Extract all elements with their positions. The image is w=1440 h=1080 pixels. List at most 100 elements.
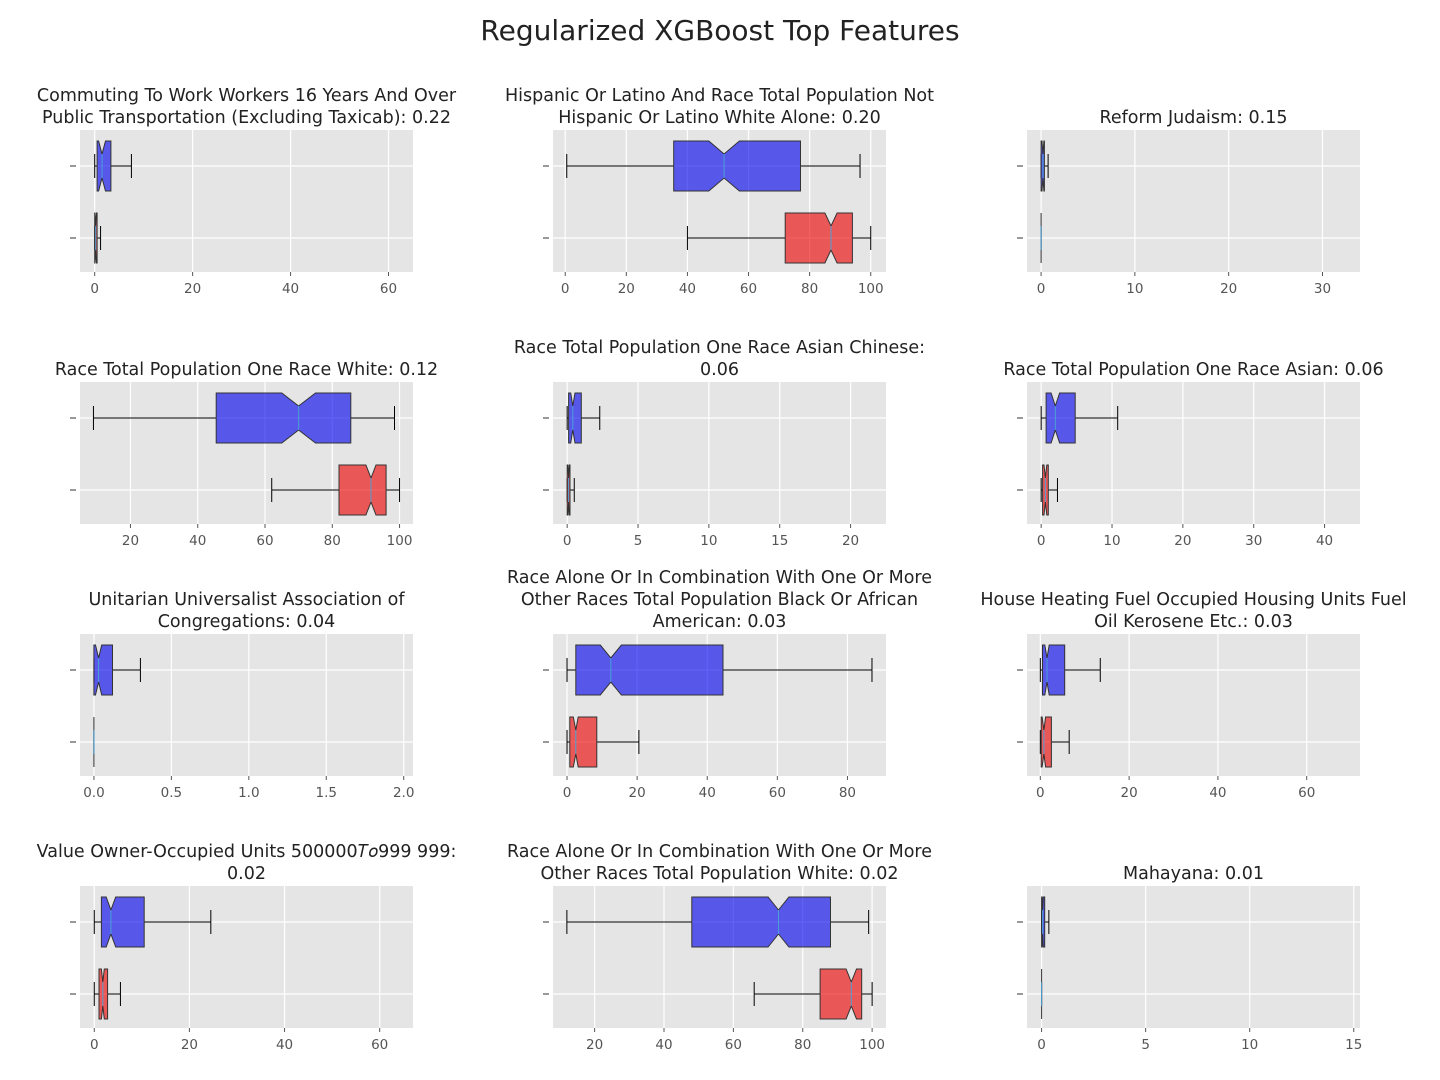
subplot-12: 0 5 10 15 Mahayana: 0.01 [1017, 864, 1362, 1053]
subplot-title-line: Reform Judaism: 0.15 [1099, 108, 1287, 128]
box-series-1 [92, 392, 395, 444]
box-body [1045, 392, 1076, 444]
box-body [575, 644, 724, 696]
panel-background [80, 130, 413, 272]
x-tick-label: 10 [1126, 281, 1143, 297]
x-tick-label: 0 [561, 281, 570, 297]
panel-background [1027, 886, 1360, 1028]
box-series-2 [271, 464, 401, 516]
subplot-title-line: Other Races Total Population White: 0.02 [540, 864, 898, 884]
box-series-2 [566, 464, 575, 516]
subplot-9: 0 20 40 60 House Heating Fuel Occupied Housi… [980, 590, 1406, 801]
x-tick-label: 100 [387, 533, 413, 549]
x-tick-label: 60 [371, 1037, 388, 1053]
x-tick-label: 15 [1345, 1037, 1362, 1053]
subplot-title-line: Race Alone Or In Combination With One Or… [507, 568, 932, 588]
x-tick-label: 10 [1103, 533, 1120, 549]
x-tick-label: 0 [90, 281, 99, 297]
box-series-2 [1040, 464, 1058, 516]
figure-title: Regularized XGBoost Top Features [480, 14, 960, 47]
x-tick-label: 20 [181, 1037, 198, 1053]
x-tick-label: 80 [801, 281, 818, 297]
x-tick-label: 0 [1037, 1037, 1046, 1053]
x-tick-label: 40 [679, 281, 696, 297]
subplot-6: 0 10 20 30 40 Race Total Population One Race … [1003, 360, 1383, 549]
box-series-1 [566, 140, 861, 192]
subplot-title-line: Race Alone Or In Combination With One Or… [507, 842, 932, 862]
panel-background [553, 382, 886, 524]
box-body [1040, 716, 1052, 768]
subplot-1: 0 20 40 60 Commuting To Work Workers 16 Year… [37, 86, 457, 297]
panel-background [1027, 382, 1360, 524]
x-tick-label: 10 [700, 533, 717, 549]
x-tick-label: 80 [324, 533, 341, 549]
box-series-1 [1041, 896, 1050, 948]
x-tick-label: 1.0 [238, 785, 259, 801]
subplot-7: 0.0 0.5 1.0 1.5 2.0 Unitarian Universalist As… [70, 590, 414, 801]
x-tick-label: 5 [1141, 1037, 1150, 1053]
box-series-1 [1039, 644, 1101, 696]
x-tick-label: 0 [1037, 281, 1046, 297]
subplot-title-line: Mahayana: 0.01 [1123, 864, 1264, 884]
x-tick-label: 20 [586, 1037, 603, 1053]
x-tick-label: 0 [1037, 533, 1046, 549]
box-series-1 [93, 896, 212, 948]
box-body [215, 392, 352, 444]
x-tick-label: 15 [771, 533, 788, 549]
box-series-1 [94, 140, 132, 192]
x-tick-label: 0 [563, 785, 572, 801]
box-series-1 [1040, 392, 1119, 444]
subplot-title-line: Congregations: 0.04 [158, 612, 336, 632]
box-series-1 [566, 896, 870, 948]
subplot-3: 0 10 20 30 Reform Judaism: 0.15 [1017, 108, 1360, 297]
x-tick-label: 0.0 [83, 785, 104, 801]
x-tick-label: 0 [563, 533, 572, 549]
subplot-title-line: House Heating Fuel Occupied Housing Unit… [980, 590, 1406, 610]
box-body [673, 140, 801, 192]
box-series-2 [94, 212, 102, 264]
x-tick-label: 20 [184, 281, 201, 297]
subplot-title-line: Race Total Population One Race Asian: 0.… [1003, 360, 1383, 380]
x-tick-label: 60 [380, 281, 397, 297]
box-body [568, 392, 582, 444]
box-series-2 [686, 212, 872, 264]
box-series-2 [1039, 716, 1070, 768]
x-tick-label: 20 [1220, 281, 1237, 297]
subplot-11: 20 40 60 80 100 Race Alone Or In Combination … [507, 842, 932, 1053]
subplot-title-line: Unitarian Universalist Association of [88, 590, 405, 610]
panel-background [1027, 130, 1360, 272]
subplot-title-line: 0.02 [227, 864, 266, 884]
subplot-2: 0 20 40 60 80 100 Hispanic Or Latino And Race … [505, 86, 934, 297]
box-body [338, 464, 387, 516]
x-tick-label: 1.5 [316, 785, 337, 801]
subplot-title-line: 0.06 [700, 360, 739, 380]
subplot-8: 0 20 40 60 80 Race Alone Or In Combination Wi… [507, 568, 932, 801]
box-body [819, 968, 863, 1020]
subplot-title-line: American: 0.03 [653, 612, 787, 632]
x-tick-label: 40 [655, 1037, 672, 1053]
subplot-title-line: Commuting To Work Workers 16 Years And O… [37, 86, 457, 106]
x-tick-label: 40 [1209, 785, 1226, 801]
x-tick-label: 20 [618, 281, 635, 297]
box-body [100, 896, 145, 948]
x-tick-label: 10 [1241, 1037, 1258, 1053]
panel-background [80, 634, 413, 776]
subplot-4: 20 40 60 80 100 Race Total Population One Rac… [55, 360, 438, 549]
subplot-10: 0 20 40 60 Value Owner-Occupied Units 500000… [37, 842, 457, 1053]
box-body [569, 716, 598, 768]
subplot-title-line: Hispanic Or Latino And Race Total Popula… [505, 86, 934, 106]
x-tick-label: 80 [839, 785, 856, 801]
x-tick-label: 0 [1036, 785, 1045, 801]
x-tick-label: 100 [858, 281, 884, 297]
x-tick-label: 0.5 [161, 785, 182, 801]
x-tick-label: 20 [842, 533, 859, 549]
subplot-title-line: Hispanic Or Latino White Alone: 0.20 [558, 108, 880, 128]
subplot-title-line: Race Total Population One Race White: 0.… [55, 360, 438, 380]
box-body [96, 140, 112, 192]
x-tick-label: 60 [725, 1037, 742, 1053]
box-series-1 [1040, 140, 1049, 192]
x-tick-label: 80 [794, 1037, 811, 1053]
x-tick-label: 20 [1174, 533, 1191, 549]
box-series-1 [566, 392, 601, 444]
